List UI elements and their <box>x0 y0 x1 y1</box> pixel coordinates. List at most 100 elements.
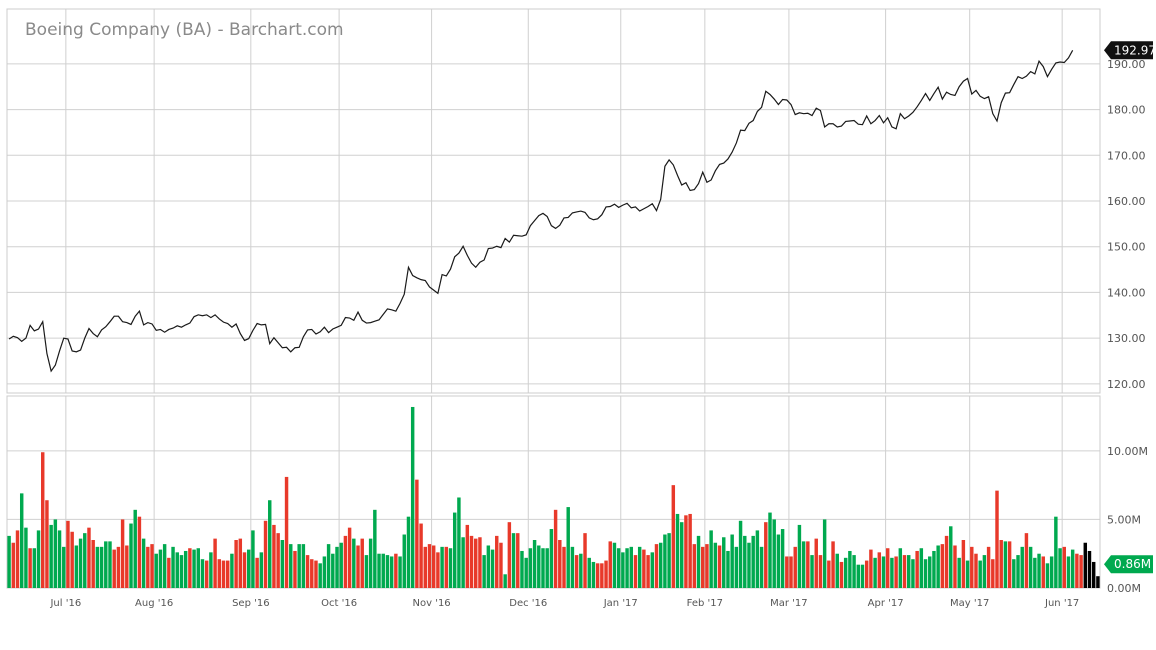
volume-bar <box>747 542 751 588</box>
volume-bar <box>856 564 861 588</box>
price-tick-label: 150.00 <box>1107 241 1146 254</box>
x-tick-label: Nov '16 <box>413 598 451 609</box>
volume-bar <box>238 538 243 588</box>
volume-bar <box>183 550 188 588</box>
volume-bar <box>45 500 49 588</box>
volume-bar <box>410 406 415 588</box>
volume-bar <box>78 538 83 588</box>
volume-bar <box>188 548 192 588</box>
volume-bar <box>827 560 831 588</box>
x-axis: Jul '16 Aug '16 Sep '16 Oct '16 Nov '16 Dec '… <box>49 598 1079 609</box>
volume-bar <box>343 535 348 588</box>
volume-bar <box>225 560 230 588</box>
volume-bar <box>74 545 79 588</box>
volume-bar <box>1091 561 1096 588</box>
volume-bar <box>541 548 545 588</box>
volume-bar <box>444 546 449 588</box>
volume-bar <box>150 544 154 588</box>
volume-bar <box>326 544 331 588</box>
volume-bar <box>574 555 579 588</box>
volume-bar <box>158 549 163 588</box>
volume-bar <box>242 552 247 588</box>
volume-bar <box>629 546 633 588</box>
price-panel-frame <box>6 8 1101 394</box>
volume-bar <box>53 519 58 588</box>
volume-bar <box>347 527 352 588</box>
volume-bar <box>457 497 461 588</box>
volume-bar <box>688 513 692 588</box>
x-tick-label: Oct '16 <box>321 598 357 609</box>
volume-bar <box>928 556 932 588</box>
volume-bar <box>465 524 470 588</box>
volume-bar <box>217 559 222 588</box>
volume-bar <box>57 530 62 588</box>
volume-bar <box>843 557 848 588</box>
volume-bar <box>637 546 642 588</box>
x-tick-label: Sep '16 <box>232 598 270 609</box>
volume-bar <box>616 548 621 588</box>
volume-bar <box>684 515 688 588</box>
volume-bar <box>995 490 999 588</box>
volume-bar <box>314 560 318 588</box>
volume-bar <box>907 555 911 588</box>
volume-bar <box>339 542 343 588</box>
volume-bar <box>373 509 377 588</box>
volume-bar <box>806 541 810 588</box>
volume-bar <box>835 553 839 588</box>
volume-bar <box>511 533 516 588</box>
volume-bar <box>667 533 671 588</box>
volume-bar <box>1079 555 1083 588</box>
volume-bar <box>949 526 953 588</box>
volume-bar <box>869 549 873 588</box>
volume-bar <box>642 549 646 588</box>
volume-bar <box>701 546 705 588</box>
volume-bar <box>495 535 499 588</box>
volume-bar <box>646 555 650 588</box>
volume-bar <box>11 542 16 588</box>
volume-bar <box>877 552 882 588</box>
x-tick-label: Jul '16 <box>49 598 81 609</box>
volume-bar <box>503 574 507 588</box>
volume-bar <box>978 560 982 588</box>
volume-bar <box>537 545 541 588</box>
volume-bar <box>1024 533 1029 588</box>
volume-bar <box>70 531 74 588</box>
volume-last-tag: 0.86M <box>1104 555 1153 574</box>
volume-bar <box>658 542 663 588</box>
volume-bar <box>1083 542 1088 588</box>
volume-bar <box>1020 546 1024 588</box>
volume-bar <box>516 533 520 588</box>
volume-bar <box>625 548 629 588</box>
volume-bar <box>814 538 818 588</box>
volume-bar <box>381 553 385 588</box>
volume-bar <box>923 559 928 588</box>
volume-bar <box>885 548 890 588</box>
volume-bar <box>83 533 87 588</box>
volume-bar <box>974 553 978 588</box>
volume-bar <box>545 548 549 588</box>
volume-bar <box>162 544 167 588</box>
volume-bar <box>95 546 100 588</box>
volume-bar <box>474 538 478 588</box>
price-tick-label: 140.00 <box>1107 286 1146 299</box>
volume-tick-label: 5.00M <box>1107 513 1141 526</box>
volume-bar <box>377 553 381 588</box>
volume-bar <box>1066 556 1071 588</box>
volume-bar <box>259 552 264 588</box>
volume-bar <box>696 535 701 588</box>
volume-bar <box>679 522 684 588</box>
volume-bar <box>141 538 146 588</box>
volume-bar <box>911 559 915 588</box>
volume-bar <box>331 553 335 588</box>
volume-bar <box>722 537 726 588</box>
volume-bar <box>1087 550 1092 588</box>
price-tick-label: 120.00 <box>1107 378 1146 391</box>
volume-bar <box>7 535 11 588</box>
volume-bar <box>961 540 966 588</box>
volume-bar <box>982 555 987 588</box>
volume-bar <box>528 548 533 588</box>
volume-y-axis: 0.00M 5.00M 10.00M <box>1107 445 1148 595</box>
volume-bar <box>146 546 150 588</box>
volume-bar <box>423 546 428 588</box>
volume-bar <box>1062 546 1066 588</box>
